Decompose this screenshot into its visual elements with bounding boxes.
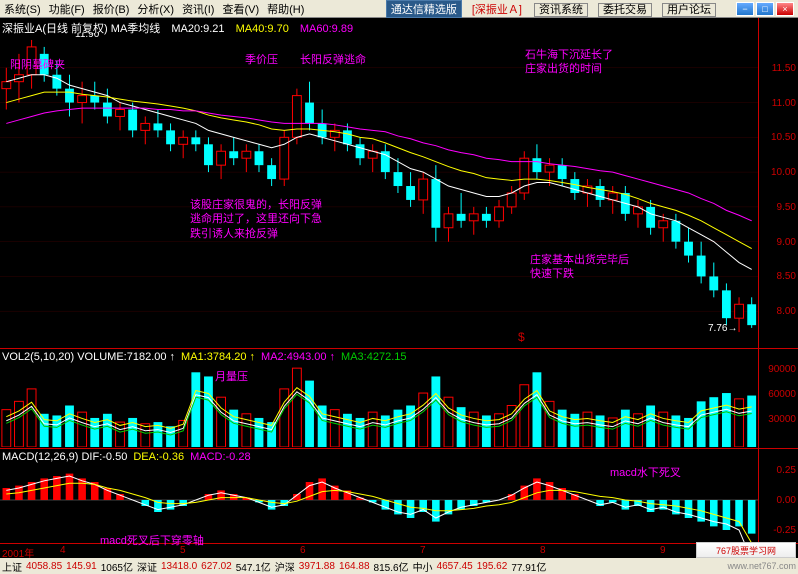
annotation: macd水下死叉 bbox=[610, 466, 681, 480]
price-y-axis: 11.5011.0010.5010.009.509.008.508.00 bbox=[758, 18, 798, 348]
annotation: 石牛海下沉延长了庄家出货的时间 bbox=[525, 48, 613, 77]
menu-item[interactable]: 报价(B) bbox=[93, 4, 130, 16]
annotation: 季价压 bbox=[245, 53, 278, 67]
annotation: 阳阴墓碑夹 bbox=[10, 58, 65, 72]
menu-item[interactable]: 功能(F) bbox=[49, 4, 85, 16]
macd-chart[interactable]: MACD(12,26,9) DIF:-0.50DEA:-0.36MACD:-0.… bbox=[0, 448, 798, 543]
vol-y-axis: 900006000030000 bbox=[758, 349, 798, 448]
close-btn[interactable]: × bbox=[776, 2, 794, 16]
menu-item[interactable]: 系统(S) bbox=[4, 4, 41, 16]
macd-y-axis: 0.250.00-0.25 bbox=[758, 449, 798, 543]
status-bar: 上证4058.85145.911065亿深证13418.0627.02547.1… bbox=[0, 558, 798, 574]
annotation: 月量压 bbox=[215, 370, 248, 384]
toolbar-btn[interactable]: 资讯系统 bbox=[534, 3, 588, 17]
annotation: 庄家基本出货完毕后快速下跌 bbox=[530, 253, 629, 282]
menu-item[interactable]: 分析(X) bbox=[137, 4, 174, 16]
minimize-btn[interactable]: − bbox=[736, 2, 754, 16]
svg-text:$: $ bbox=[518, 330, 525, 344]
annotation: 长阳反弹逃命 bbox=[300, 53, 366, 67]
macd-header: MACD(12,26,9) DIF:-0.50DEA:-0.36MACD:-0.… bbox=[2, 451, 257, 463]
menu-item[interactable]: 帮助(H) bbox=[267, 4, 304, 16]
annotation: macd死叉后下穿零轴 bbox=[100, 534, 204, 548]
stock-code: [深振业Ａ] bbox=[470, 1, 524, 17]
menu-item[interactable]: 查看(V) bbox=[222, 4, 259, 16]
svg-text:7.76→: 7.76→ bbox=[708, 323, 737, 334]
logo: 767股票学习网 bbox=[696, 542, 796, 558]
annotation: 该股庄家很鬼的，长阳反弹逃命用过了，这里还向下急跌引诱人来抢反弹 bbox=[190, 198, 322, 241]
menu-item[interactable]: 资讯(I) bbox=[182, 4, 214, 16]
app-title: 通达信精选版 bbox=[386, 0, 462, 18]
price-chart[interactable]: 深振业A(日线 前复权) MA季均线 MA20:9.21 MA40:9.70 M… bbox=[0, 18, 798, 348]
toolbar-btn[interactable]: 委托交易 bbox=[598, 3, 652, 17]
maximize-btn[interactable]: □ bbox=[756, 2, 774, 16]
volume-chart[interactable]: VOL2(5,10,20) VOLUME:7182.00 ↑MA1:3784.2… bbox=[0, 348, 798, 448]
menu-bar: 系统(S) 功能(F) 报价(B) 分析(X) 资讯(I) 查看(V) 帮助(H) 通达信精… bbox=[0, 0, 798, 18]
chart-header: 深振业A(日线 前复权) MA季均线 MA20:9.21 MA40:9.70 M… bbox=[2, 20, 369, 36]
toolbar-btn[interactable]: 用户论坛 bbox=[662, 3, 716, 17]
vol-header: VOL2(5,10,20) VOLUME:7182.00 ↑MA1:3784.2… bbox=[2, 351, 412, 363]
